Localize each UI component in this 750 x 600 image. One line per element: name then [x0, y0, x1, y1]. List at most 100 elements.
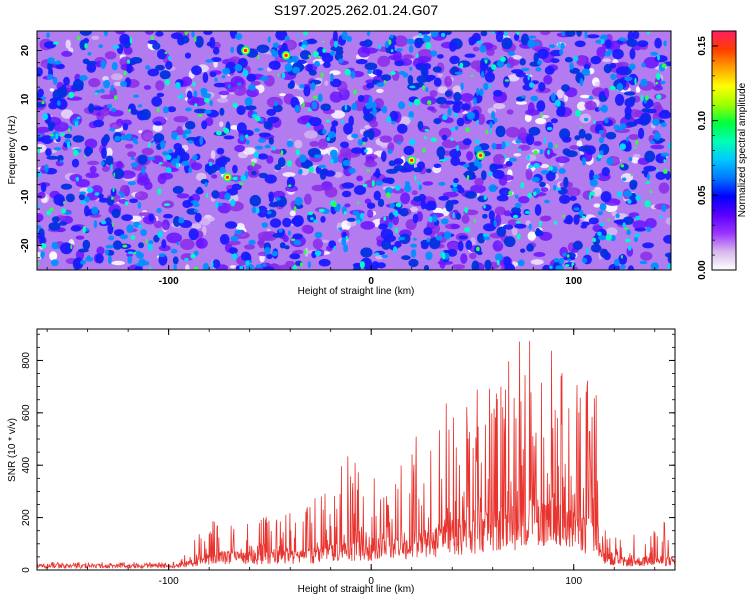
heatmap-blue-cell: [519, 58, 526, 66]
heatmap-azure-cell: [214, 77, 218, 82]
heatmap-azure-cell: [530, 95, 539, 102]
heatmap-cyan-cell: [127, 59, 130, 64]
heatmap-cyan-cell: [46, 210, 52, 216]
heatmap-green-cell: [389, 40, 392, 45]
heatmap-blue-cell: [444, 90, 453, 97]
heatmap-blue-cell: [156, 92, 165, 98]
heatmap-blue-cell: [173, 143, 183, 151]
snr-ylabel: SNR (10 * v/v): [7, 418, 18, 482]
heatmap-blue-cell: [268, 137, 274, 145]
heatmap-azure-cell: [346, 35, 353, 43]
heatmap-blue-cell: [481, 170, 487, 181]
heatmap-pale-patch: [304, 130, 318, 139]
heatmap-green-cell: [422, 85, 425, 91]
heatmap-blue-cell: [444, 100, 455, 105]
heatmap-pale-patch: [541, 115, 550, 119]
heatmap-blue-cell: [353, 185, 367, 196]
heatmap-azure-cell: [314, 60, 320, 67]
heatmap-blue-cell: [633, 118, 647, 125]
heatmap-azure-cell: [294, 104, 301, 113]
heatmap-azure-cell: [660, 122, 667, 128]
heatmap-cyan-cell: [147, 142, 151, 148]
heatmap-green-cell: [620, 254, 623, 259]
heatmap-purple-cell: [477, 113, 486, 125]
heatmap-blue-cell: [503, 224, 514, 230]
heatmap-green-cell: [356, 201, 360, 205]
heatmap-purple-cell: [153, 220, 163, 229]
heatmap-purple-cell: [61, 50, 73, 57]
heatmap-azure-cell: [130, 156, 135, 161]
heatmap-azure-cell: [261, 222, 268, 228]
heatmap-azure-cell: [95, 89, 101, 94]
heatmap-blue-cell: [397, 123, 408, 134]
heatmap-green-cell: [63, 201, 66, 205]
heatmap-pale-patch: [631, 156, 640, 164]
heatmap-green-cell: [313, 95, 318, 100]
heatmap-blue-cell: [380, 74, 392, 81]
heatmap-azure-cell: [443, 231, 452, 240]
heatmap-green-cell: [635, 139, 639, 146]
heatmap-cyan-cell: [644, 200, 651, 208]
heatmap-blue-cell: [275, 31, 288, 41]
heatmap-cyan-cell: [482, 233, 489, 237]
heatmap-purple-cell: [658, 182, 670, 194]
heatmap-azure-cell: [451, 187, 458, 193]
heatmap-purple-cell: [439, 104, 451, 109]
heatmap-blue-cell: [462, 138, 472, 146]
heatmap-azure-cell: [559, 48, 564, 56]
heatmap-blue-cell: [270, 218, 282, 228]
heatmap-cyan-cell: [504, 31, 508, 37]
heatmap-blue-cell: [614, 93, 625, 106]
heatmap-azure-cell: [589, 179, 598, 187]
heatmap-blue-cell: [432, 66, 442, 73]
heatmap-blue-cell: [148, 213, 155, 222]
heatmap-cyan-cell: [640, 94, 644, 102]
heatmap-cyan-cell: [362, 183, 368, 188]
heatmap-blue-cell: [564, 31, 576, 37]
heatmap-blue-cell: [282, 217, 292, 228]
heatmap-pale-patch: [452, 85, 462, 95]
heatmap-blue-cell: [110, 187, 117, 197]
heatmap-purple-cell: [249, 163, 262, 170]
colorbar-gradient: [711, 30, 737, 271]
heatmap-purple-cell: [84, 138, 98, 149]
heatmap-blue-cell: [363, 130, 371, 138]
heatmap-cyan-cell: [516, 31, 520, 36]
heatmap-blue-cell: [138, 242, 144, 249]
heatmap-azure-cell: [552, 184, 557, 191]
heatmap-azure-cell: [527, 39, 535, 48]
heatmap-blue-cell: [153, 121, 162, 126]
heatmap-purple-cell: [628, 134, 640, 140]
heatmap-green-cell: [663, 169, 668, 174]
heatmap-azure-cell: [410, 249, 417, 258]
heatmap-purple-cell: [285, 260, 295, 268]
heatmap-azure-cell: [291, 55, 299, 63]
heatmap-pale-patch: [527, 231, 536, 241]
heatmap-cyan-cell: [138, 224, 143, 229]
heatmap-cyan-cell: [129, 36, 133, 44]
heatmap-blue-cell: [41, 135, 54, 145]
heatmap-cyan-cell: [666, 264, 671, 269]
heatmap-blue-cell: [535, 227, 541, 237]
heatmap-pale-patch: [294, 139, 303, 149]
heatmap-purple-cell: [503, 210, 512, 217]
heatmap-cyan-cell: [554, 99, 561, 107]
heatmap-purple-cell: [472, 46, 480, 52]
heatmap-azure-cell: [176, 155, 181, 161]
heatmap-blue-cell: [538, 82, 546, 92]
heatmap-azure-cell: [171, 132, 179, 140]
heatmap-azure-cell: [137, 201, 142, 209]
heatmap-blue-cell: [445, 200, 454, 212]
heatmap-azure-cell: [508, 157, 517, 162]
heatmap-cyan-cell: [364, 149, 368, 153]
heatmap-purple-cell: [470, 184, 486, 194]
heatmap-azure-cell: [110, 107, 117, 113]
heatmap-azure-cell: [597, 107, 605, 111]
heatmap-blue-cell: [216, 147, 225, 155]
heatmap-purple-cell: [507, 219, 519, 226]
heatmap-cyan-cell: [239, 265, 244, 270]
heatmap-azure-cell: [338, 58, 344, 64]
heatmap-blue-cell: [448, 41, 457, 52]
heatmap-purple-cell: [101, 165, 110, 172]
heatmap-blue-cell: [262, 266, 275, 270]
